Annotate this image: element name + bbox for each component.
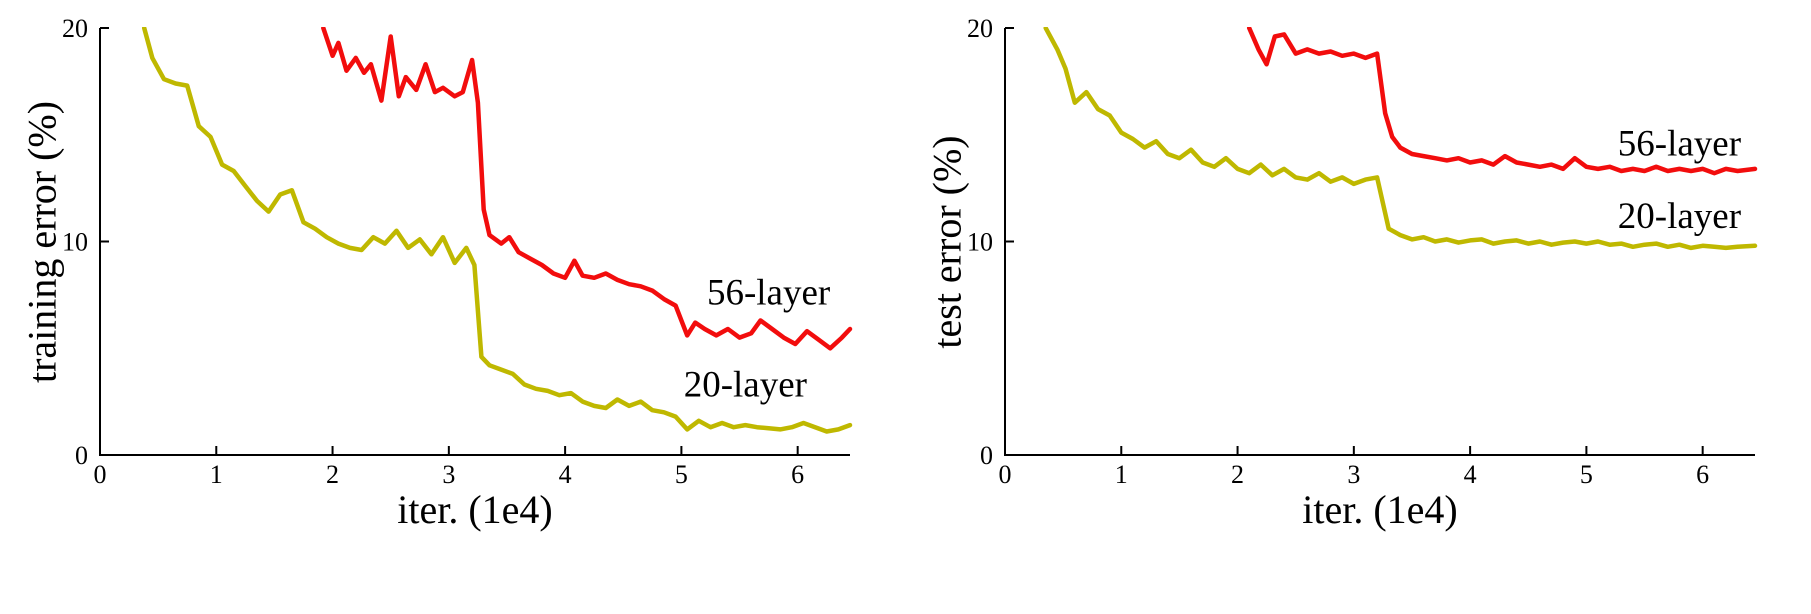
x-tick-label: 3 <box>1347 460 1360 489</box>
x-tick-label: 3 <box>442 460 455 489</box>
training-error-ylabel: training error (%) <box>19 100 65 384</box>
test-error-plot: 0 1 2 3 4 5 6 0 10 20 56-layer 20-layer <box>967 14 1758 489</box>
series-line-56-layer <box>321 27 853 351</box>
y-tick-label: 20 <box>967 14 993 43</box>
y-tick-label: 20 <box>62 14 88 43</box>
x-tick-label: 5 <box>1580 460 1593 489</box>
y-tick-label: 10 <box>62 228 88 257</box>
test-error-chart-panel: 0 1 2 3 4 5 6 0 10 20 56-layer 20-layer test error … <box>905 0 1810 614</box>
training-error-xlabel: iter. (1e4) <box>397 487 553 532</box>
x-tick-label: 1 <box>1115 460 1128 489</box>
series-line-56-layer <box>1246 27 1758 176</box>
x-tick-label: 4 <box>559 460 572 489</box>
training-error-chart-panel: 0 1 2 3 4 5 6 0 10 20 56-layer 20-layer training er… <box>0 0 905 614</box>
x-tick-label: 6 <box>1696 460 1709 489</box>
x-tick-label: 2 <box>1231 460 1244 489</box>
annotation-56-layer: 56-layer <box>1618 123 1741 164</box>
x-tick-label: 0 <box>999 460 1012 489</box>
test-error-xlabel: iter. (1e4) <box>1302 487 1458 532</box>
x-tick-label: 1 <box>210 460 223 489</box>
annotation-20-layer: 20-layer <box>684 365 807 406</box>
x-tick-label: 6 <box>791 460 804 489</box>
test-error-ylabel: test error (%) <box>924 135 970 349</box>
y-tick-label: 10 <box>967 228 993 257</box>
annotation-20-layer: 20-layer <box>1618 196 1741 237</box>
y-tick-label: 0 <box>75 441 88 470</box>
x-tick-label: 2 <box>326 460 339 489</box>
y-tick-label: 0 <box>980 441 993 470</box>
series-line-20-layer <box>1043 27 1758 251</box>
annotation-56-layer: 56-layer <box>707 273 830 314</box>
series-line-20-layer <box>141 27 853 434</box>
x-tick-label: 4 <box>1464 460 1477 489</box>
training-error-plot: 0 1 2 3 4 5 6 0 10 20 56-layer 20-layer <box>62 14 853 489</box>
x-tick-label: 0 <box>94 460 107 489</box>
x-tick-label: 5 <box>675 460 688 489</box>
